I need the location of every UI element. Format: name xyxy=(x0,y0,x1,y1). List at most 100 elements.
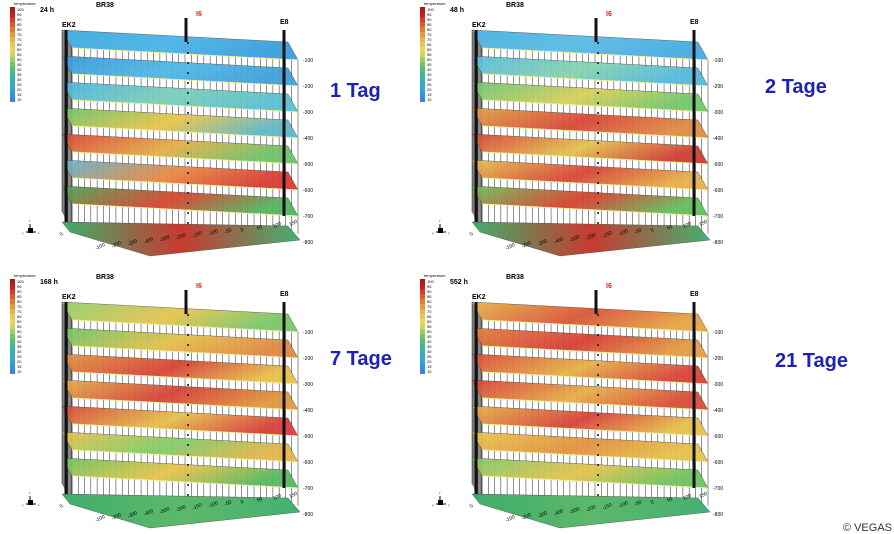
legend-value: 50 xyxy=(17,57,22,62)
legend-swatch xyxy=(10,82,15,87)
legend-swatch xyxy=(10,67,15,72)
front-tick: 50 xyxy=(256,496,264,504)
center-well-label: I6 xyxy=(196,283,202,290)
legend-swatch xyxy=(420,12,425,17)
temperature-layer xyxy=(61,353,299,385)
legend-value: 25 xyxy=(427,82,432,87)
depth-tick: -200 xyxy=(713,356,723,362)
depth-tick: -600 xyxy=(713,188,723,194)
front-tick: -200 xyxy=(521,240,533,250)
depth-tick: -400 xyxy=(713,408,723,414)
legend-value: 75 xyxy=(427,304,432,309)
temperature-layer xyxy=(471,405,709,437)
legend-swatch xyxy=(10,17,15,22)
borehole-label: BR38 xyxy=(506,274,524,281)
legend-title: temperature xyxy=(424,273,446,278)
axis-label-x: x xyxy=(448,503,450,507)
legend-swatch xyxy=(10,314,15,319)
legend-swatch xyxy=(10,37,15,42)
center-well-label: I6 xyxy=(196,11,202,18)
legend-swatch xyxy=(420,62,425,67)
legend-value: 80 xyxy=(427,27,432,32)
layer-front-edge xyxy=(481,177,709,191)
axis-label-z: z xyxy=(439,219,441,223)
temperature-layer xyxy=(61,133,299,165)
front-tick: -50 xyxy=(224,227,233,236)
axis-label-y: y xyxy=(22,231,24,235)
legend-swatch xyxy=(420,67,425,72)
copyright-note: © VEGAS xyxy=(842,522,892,534)
legend-value: 55 xyxy=(17,52,22,57)
legend-value: 75 xyxy=(17,32,22,37)
front-tick: 100 xyxy=(272,493,282,502)
depth-tick: -800 xyxy=(303,512,313,518)
front-tick: 150 xyxy=(288,219,298,228)
center-well-label: I6 xyxy=(606,11,612,18)
time-label: 552 h xyxy=(450,279,468,286)
front-tick: 0 xyxy=(650,227,655,234)
legend-title: temperature xyxy=(424,1,446,6)
front-tick: 150 xyxy=(698,491,708,500)
legend-value: 75 xyxy=(17,304,22,309)
legend-swatch xyxy=(420,304,425,309)
legend-swatch xyxy=(10,47,15,52)
legend-swatch xyxy=(10,334,15,339)
legend-swatch xyxy=(10,329,15,334)
legend-value: 10 xyxy=(427,97,432,102)
layer-front-edge xyxy=(481,319,709,333)
front-tick: -100 xyxy=(208,228,220,238)
depth-tick: -800 xyxy=(303,240,313,246)
legend-value: 75 xyxy=(427,32,432,37)
base-plane xyxy=(471,221,711,257)
front-tick: -500 xyxy=(159,234,171,244)
front-tick: 0 xyxy=(59,503,66,509)
front-tick: 0 xyxy=(59,231,66,237)
depth-tick: -100 xyxy=(713,58,723,64)
front-tick: -300 xyxy=(537,510,549,520)
layer-front-edge xyxy=(71,475,299,489)
panel-21-days: temperature 100 95 90 85 80 75 70 65 60 55 50 45 40 35… xyxy=(410,272,740,534)
temperature-layer xyxy=(61,379,299,411)
layer-front-edge xyxy=(71,177,299,191)
front-tick: 0 xyxy=(240,499,245,506)
front-tick: -100 xyxy=(504,242,516,252)
temperature-layer xyxy=(471,133,709,165)
temperature-legend: temperature10095908580757065605550454035… xyxy=(420,273,446,374)
legend-swatch xyxy=(10,7,15,12)
legend-swatch xyxy=(420,22,425,27)
depth-tick: -100 xyxy=(303,58,313,64)
legend-value: 30 xyxy=(427,77,432,82)
front-tick: -500 xyxy=(569,234,581,244)
panel-1-day: temperature 100 95 90 85 80 75 70 65 60 55 50 45 40 35… xyxy=(0,0,330,262)
front-tick: 150 xyxy=(288,491,298,500)
legend-swatch xyxy=(420,309,425,314)
front-tick: -300 xyxy=(127,510,139,520)
temperature-layer xyxy=(61,405,299,437)
legend-swatch xyxy=(10,57,15,62)
legend-value: 45 xyxy=(17,62,22,67)
layer-front-edge xyxy=(481,47,709,61)
caption-2-days: 2 Tage xyxy=(765,76,827,98)
right-well-label: E8 xyxy=(690,291,699,298)
legend-swatch xyxy=(10,22,15,27)
front-tick: -50 xyxy=(634,227,643,236)
right-well-label: E8 xyxy=(280,19,289,26)
caption-1-day: 1 Tag xyxy=(330,80,381,102)
front-tick: 100 xyxy=(682,221,692,230)
legend-value: 70 xyxy=(427,309,432,314)
temperature-layer xyxy=(471,81,709,113)
layer-front-edge xyxy=(71,423,299,437)
legend-swatch xyxy=(10,344,15,349)
legend-value: 50 xyxy=(17,329,22,334)
legend-value: 70 xyxy=(427,37,432,42)
legend-swatch xyxy=(420,334,425,339)
temperature-layer xyxy=(61,55,299,87)
layer-front-edge xyxy=(71,125,299,139)
front-tick: 0 xyxy=(240,227,245,234)
legend-value: 85 xyxy=(17,294,22,299)
legend-value: 90 xyxy=(17,17,22,22)
temperature-layer xyxy=(471,457,709,489)
layer-front-edge xyxy=(481,371,709,385)
borehole-label: BR38 xyxy=(96,2,114,9)
temperature-layer xyxy=(471,159,709,191)
